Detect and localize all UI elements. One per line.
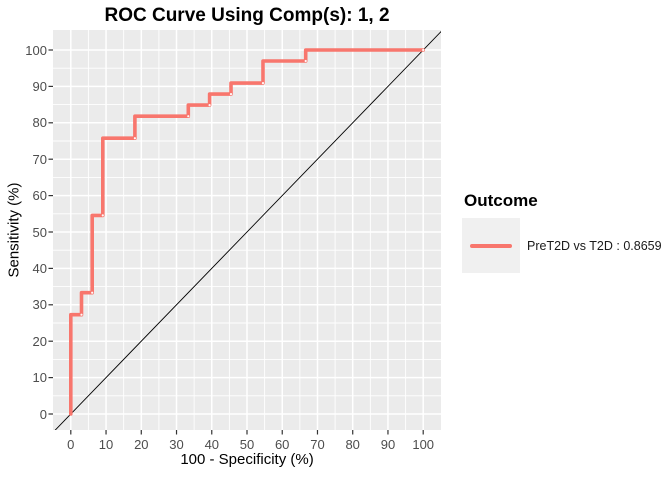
y-tick-label: 40	[32, 260, 47, 276]
y-tick-label: 80	[32, 115, 47, 131]
x-tick-label: 50	[239, 437, 255, 452]
x-tick-label: 30	[169, 437, 184, 452]
y-tick-label: 100	[25, 42, 47, 58]
y-tick-label: 50	[32, 224, 47, 240]
x-tick-label: 60	[274, 437, 290, 452]
x-tick-label: 20	[134, 437, 149, 452]
y-tick-label: 70	[32, 151, 47, 167]
diagonal-reference-line	[54, 30, 441, 430]
x-tick-label: 100	[412, 437, 435, 452]
x-tick-label: 80	[345, 437, 360, 452]
axis-tick-marks	[48, 49, 424, 435]
legend-line-swatch	[470, 243, 512, 248]
x-axis-label: 100 - Specificity (%)	[180, 451, 314, 468]
y-tick-label: 0	[39, 406, 47, 422]
y-tick-label: 20	[32, 333, 47, 349]
y-tick-label: 30	[32, 297, 47, 313]
x-tick-label: 0	[67, 437, 75, 452]
legend-item-label: PreT2D vs T2D : 0.8659	[527, 239, 662, 253]
x-tick-label: 70	[310, 437, 325, 452]
y-tick-label: 60	[32, 188, 47, 204]
x-tick-label: 90	[380, 437, 396, 452]
y-tick-label: 10	[32, 370, 47, 386]
chart-title: ROC Curve Using Comp(s): 1, 2	[104, 5, 390, 26]
x-tick-label: 10	[98, 437, 114, 452]
x-tick-label: 40	[204, 437, 220, 452]
y-tick-label: 90	[32, 78, 47, 94]
roc-point-markers	[80, 48, 425, 316]
legend-title: Outcome	[464, 191, 538, 210]
legend-key	[462, 218, 520, 273]
